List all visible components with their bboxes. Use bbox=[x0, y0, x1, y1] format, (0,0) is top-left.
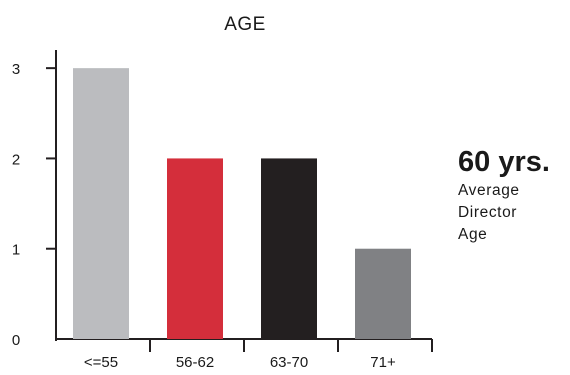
caption-line: Age bbox=[458, 226, 488, 243]
y-tick-label: 1 bbox=[12, 242, 20, 259]
y-tick-label: 0 bbox=[12, 332, 20, 349]
x-tick-label: 63-70 bbox=[270, 354, 308, 371]
y-tick-label: 3 bbox=[12, 61, 20, 78]
y-tick-label: 2 bbox=[12, 151, 20, 168]
x-tick-label: <=55 bbox=[84, 354, 118, 371]
caption-line: Average bbox=[458, 182, 520, 199]
average-age-value: 60 yrs. bbox=[458, 146, 550, 178]
bar bbox=[261, 158, 317, 339]
x-tick-label: 71+ bbox=[370, 354, 396, 371]
average-age-callout: 60 yrs. Average Director Age bbox=[458, 146, 568, 246]
x-tick-labels: <=55 56-62 63-70 71+ bbox=[84, 354, 396, 371]
chart-bars bbox=[73, 68, 411, 340]
bar bbox=[73, 68, 129, 340]
x-tick-label: 56-62 bbox=[176, 354, 214, 371]
bar bbox=[355, 248, 411, 339]
caption-line: Director bbox=[458, 204, 518, 221]
bar bbox=[167, 158, 223, 339]
average-age-caption: Average Director Age bbox=[458, 180, 568, 246]
chart-title: AGE bbox=[224, 14, 266, 35]
y-tick-labels: 0 1 2 3 bbox=[12, 61, 20, 349]
